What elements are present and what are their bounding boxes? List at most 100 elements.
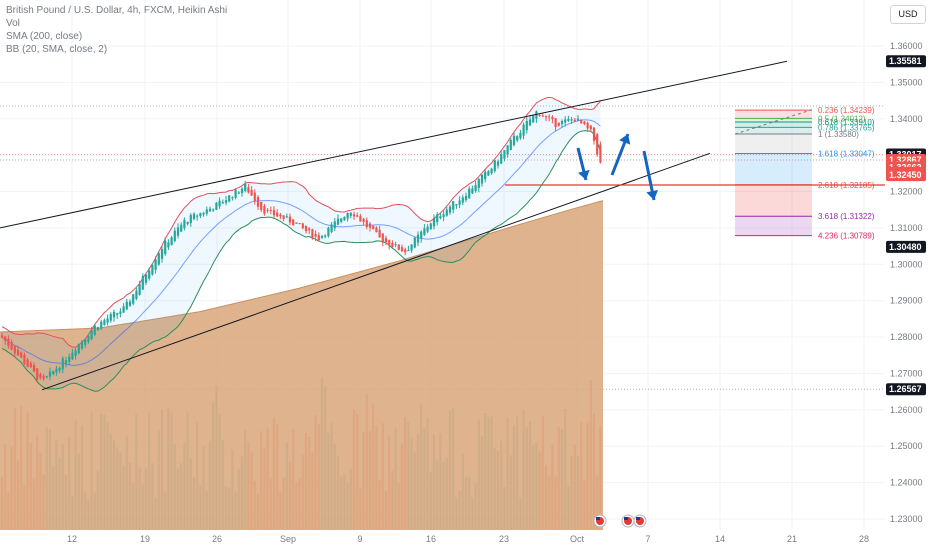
fib-level-label[interactable]: 0.618 (1.33910) bbox=[818, 118, 875, 127]
candle-body bbox=[39, 374, 42, 378]
price-axis[interactable]: 1.360001.350001.340001.330001.320001.310… bbox=[890, 41, 923, 524]
candle-body bbox=[29, 363, 32, 368]
time-tick-label: 23 bbox=[499, 534, 509, 544]
candle-body bbox=[77, 343, 80, 354]
candle-body bbox=[164, 240, 167, 255]
candle-body bbox=[404, 249, 407, 253]
candle-body bbox=[250, 189, 253, 196]
candle-body bbox=[400, 247, 404, 252]
candle-body bbox=[68, 356, 71, 362]
fib-level-label[interactable]: 1 (1.33580) bbox=[818, 130, 859, 139]
candle-body bbox=[189, 215, 192, 224]
time-axis[interactable]: 12 19 26 Sep 9 16 23 Oct 7 14 21 28 bbox=[67, 514, 869, 544]
candle-body bbox=[343, 217, 346, 221]
candle-body bbox=[157, 253, 160, 265]
candle-body bbox=[397, 244, 400, 250]
candle-body bbox=[455, 204, 458, 206]
time-tick-label: Sep bbox=[280, 534, 296, 544]
candle-body bbox=[416, 234, 420, 243]
candle-body bbox=[330, 224, 333, 232]
event-flag-icon[interactable] bbox=[633, 514, 647, 528]
candle-body bbox=[429, 223, 432, 230]
candle-body bbox=[7, 338, 10, 346]
fibonacci-extension[interactable]: 0.236 (1.34239)0.5 (1.34012)0.618 (1.339… bbox=[734, 106, 875, 241]
candle-body bbox=[503, 150, 506, 159]
time-tick-label: 7 bbox=[645, 534, 650, 544]
candle-body bbox=[208, 208, 212, 212]
candle-body bbox=[544, 116, 548, 118]
legend-symbol-title[interactable]: British Pound / U.S. Dollar, 4h, FXCM, H… bbox=[6, 5, 228, 16]
candle-body bbox=[135, 290, 138, 299]
price-label: 1.30480 bbox=[886, 240, 926, 253]
candle-body bbox=[573, 119, 576, 122]
candle-body bbox=[378, 229, 381, 238]
candle-body bbox=[36, 368, 39, 380]
candle-body bbox=[167, 242, 170, 248]
candle-body bbox=[557, 122, 560, 126]
time-tick-label: 12 bbox=[67, 534, 77, 544]
candle-body bbox=[407, 249, 410, 251]
candle-body bbox=[583, 121, 586, 124]
event-flag-canton bbox=[596, 517, 600, 520]
candle-body bbox=[484, 171, 487, 180]
candle-body bbox=[93, 325, 96, 335]
legend-bollinger[interactable]: BB (20, SMA, close, 2) bbox=[6, 44, 108, 55]
fib-level-label[interactable]: 4.236 (1.30789) bbox=[818, 232, 875, 241]
event-flag-icon[interactable] bbox=[593, 514, 607, 528]
candle-body bbox=[461, 197, 464, 203]
candle-body bbox=[221, 202, 224, 204]
candle-body bbox=[266, 209, 269, 211]
candle-body bbox=[96, 327, 100, 331]
price-tick-label: 1.30000 bbox=[890, 259, 923, 269]
fib-trend-line bbox=[734, 109, 813, 135]
candle-body bbox=[439, 216, 442, 219]
channel-lower-line[interactable] bbox=[41, 152, 711, 391]
candle-body bbox=[285, 216, 288, 218]
candle-body bbox=[215, 202, 218, 210]
fib-level-label[interactable]: 3.618 (1.31322) bbox=[818, 212, 875, 221]
candle-body bbox=[365, 220, 368, 227]
candle-body bbox=[538, 115, 541, 117]
fib-level-label[interactable]: 0.236 (1.34239) bbox=[818, 106, 875, 115]
currency-button[interactable]: USD bbox=[890, 5, 926, 24]
price-tick-label: 1.23000 bbox=[890, 514, 923, 524]
candle-body bbox=[237, 192, 240, 194]
candle-body bbox=[103, 320, 106, 326]
candle-body bbox=[333, 221, 336, 229]
candle-body bbox=[391, 242, 394, 248]
candle-body bbox=[84, 339, 87, 345]
candle-body bbox=[180, 224, 183, 232]
candle-body bbox=[151, 264, 154, 275]
candle-body bbox=[132, 294, 135, 304]
candle-body bbox=[599, 144, 602, 163]
candle-body bbox=[384, 238, 388, 243]
candle-body bbox=[10, 342, 13, 350]
price-label-bg bbox=[886, 169, 926, 182]
channel-upper-line[interactable] bbox=[0, 60, 788, 229]
price-label-bg bbox=[886, 240, 926, 253]
legend-sma[interactable]: SMA (200, close) bbox=[6, 31, 83, 42]
event-flag-canton bbox=[636, 517, 640, 520]
bollinger-lower bbox=[1, 130, 601, 392]
price-tick-label: 1.28000 bbox=[890, 332, 923, 342]
candle-body bbox=[567, 118, 570, 122]
legend-volume[interactable]: Vol bbox=[6, 18, 20, 29]
candle-body bbox=[87, 335, 90, 342]
heikin-ashi-candles bbox=[0, 110, 602, 382]
fib-level-label[interactable]: 1.618 (1.33047) bbox=[818, 149, 875, 158]
candle-body bbox=[436, 214, 439, 222]
time-tick-label: 19 bbox=[140, 534, 150, 544]
candle-body bbox=[298, 223, 301, 225]
event-flag-icon[interactable] bbox=[621, 514, 635, 528]
candle-body bbox=[154, 259, 157, 270]
candle-body bbox=[480, 174, 484, 184]
candle-body bbox=[173, 230, 176, 242]
candle-body bbox=[61, 358, 64, 370]
candle-body bbox=[522, 124, 525, 136]
fib-level-label[interactable]: 0.786 (1.33765) bbox=[818, 123, 875, 132]
event-flag-canton bbox=[624, 517, 628, 520]
trend-lines[interactable] bbox=[0, 60, 885, 391]
candle-body bbox=[42, 375, 45, 379]
fib-level-label[interactable]: 0.5 (1.34012) bbox=[818, 114, 866, 123]
